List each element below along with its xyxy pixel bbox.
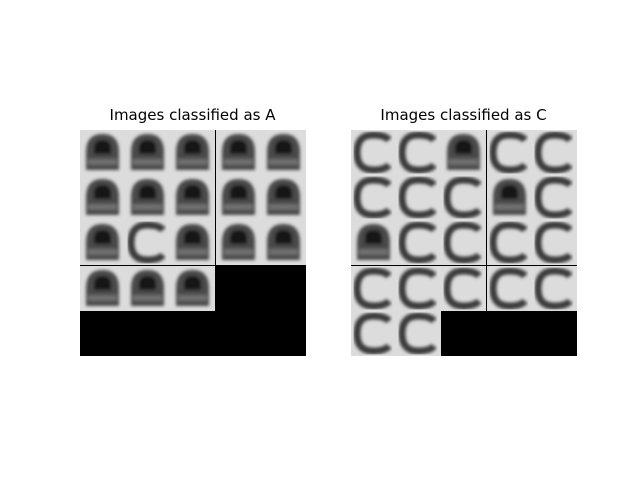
image-mosaic-c: [351, 130, 577, 356]
letter-thumbnail: [531, 130, 577, 175]
letter-thumbnail: [396, 310, 442, 356]
letter-thumbnail: [396, 220, 442, 266]
letter-thumbnail: [215, 130, 261, 175]
letter-thumbnail: [170, 175, 216, 221]
panel-title-a: Images classified as A: [109, 106, 276, 124]
letter-thumbnail: [441, 220, 487, 266]
letter-thumbnail: [80, 175, 125, 221]
letter-thumbnail: [441, 265, 487, 311]
letter-thumbnail: [486, 175, 532, 221]
letter-thumbnail: [396, 130, 442, 175]
letter-thumbnail: [531, 175, 577, 221]
letter-thumbnail: [260, 220, 306, 266]
panel-title-c: Images classified as C: [380, 106, 547, 124]
letter-thumbnail: [215, 175, 261, 221]
letter-thumbnail: [486, 220, 532, 266]
letter-thumbnail: [396, 265, 442, 311]
letter-thumbnail: [396, 175, 442, 221]
letter-thumbnail: [531, 220, 577, 266]
letter-thumbnail: [351, 265, 396, 311]
image-mosaic-a: [80, 130, 306, 356]
letter-thumbnail: [125, 130, 171, 175]
letter-thumbnail: [125, 175, 171, 221]
letter-thumbnail: [170, 220, 216, 266]
letter-thumbnail: [351, 310, 396, 356]
letter-thumbnail: [351, 175, 396, 221]
letter-thumbnail: [486, 265, 532, 311]
letter-thumbnail: [441, 130, 487, 175]
letter-thumbnail: [260, 175, 306, 221]
letter-thumbnail: [260, 130, 306, 175]
letter-thumbnail: [441, 175, 487, 221]
letter-thumbnail: [531, 265, 577, 311]
letter-thumbnail: [486, 130, 532, 175]
letter-thumbnail: [125, 220, 171, 266]
letter-thumbnail: [351, 220, 396, 266]
letter-thumbnail: [170, 130, 216, 175]
letter-thumbnail: [80, 220, 125, 266]
letter-thumbnail: [80, 265, 125, 311]
letter-thumbnail: [351, 130, 396, 175]
letter-thumbnail: [170, 265, 216, 311]
letter-thumbnail: [80, 130, 125, 175]
letter-thumbnail: [215, 220, 261, 266]
letter-thumbnail: [125, 265, 171, 311]
